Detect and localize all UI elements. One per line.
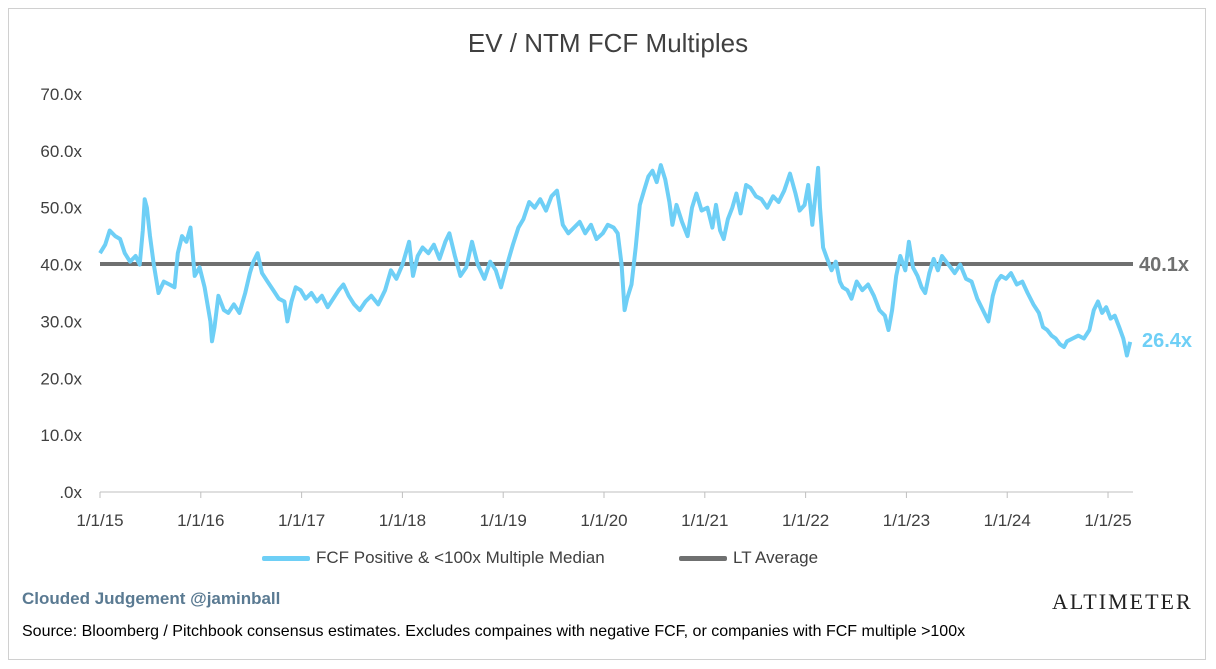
x-tick-label: 1/1/24 <box>984 511 1031 530</box>
x-tick-label: 1/1/19 <box>480 511 527 530</box>
source-note: Source: Bloomberg / Pitchbook consensus … <box>22 623 966 640</box>
lt-average-end-label: 40.1x <box>1139 254 1189 276</box>
legend-item-lt-average: LT Average <box>679 548 818 568</box>
legend-swatch-median <box>262 555 310 561</box>
x-axis: 1/1/15 1/1/16 1/1/17 1/1/18 1/1/19 1/1/20 1/1/… <box>76 491 1133 530</box>
y-tick-label: 50.0x <box>40 199 82 218</box>
x-tick-label: 1/1/23 <box>883 511 930 530</box>
y-tick-label: 40.0x <box>40 256 82 275</box>
chart-frame <box>8 8 1206 660</box>
x-tick-label: 1/1/17 <box>278 511 325 530</box>
y-tick-label: .0x <box>59 483 82 502</box>
y-tick-label: 30.0x <box>40 312 82 331</box>
y-tick-label: 60.0x <box>40 142 82 161</box>
y-tick-label: 70.0x <box>40 85 82 104</box>
series-layer <box>98 163 1133 358</box>
x-tick-label: 1/1/18 <box>379 511 426 530</box>
end-labels: 40.1x 26.4x <box>1139 254 1192 352</box>
median-series-line <box>98 163 1133 358</box>
x-tick-label: 1/1/16 <box>177 511 224 530</box>
chart-title: EV / NTM FCF Multiples <box>467 28 749 58</box>
credit-text: Clouded Judgement @jaminball <box>22 589 281 608</box>
x-tick-label: 1/1/15 <box>76 511 123 530</box>
legend-label-median: FCF Positive & <100x Multiple Median <box>316 548 605 567</box>
y-tick-label: 10.0x <box>40 426 82 445</box>
x-tick-label: 1/1/22 <box>782 511 829 530</box>
brand-logo: ALTIMETER <box>1052 589 1193 614</box>
legend-item-median: FCF Positive & <100x Multiple Median <box>262 548 605 568</box>
y-axis-labels: .0x 10.0x 20.0x 30.0x 40.0x 50.0x 60.0x 70.0x <box>40 85 82 502</box>
median-end-label: 26.4x <box>1142 330 1192 352</box>
legend-label-lt-average: LT Average <box>733 548 819 567</box>
x-tick-label: 1/1/25 <box>1084 511 1131 530</box>
legend-swatch-lt-average <box>679 555 727 561</box>
y-tick-label: 20.0x <box>40 369 82 388</box>
x-tick-label: 1/1/20 <box>580 511 627 530</box>
x-tick-label: 1/1/21 <box>681 511 728 530</box>
